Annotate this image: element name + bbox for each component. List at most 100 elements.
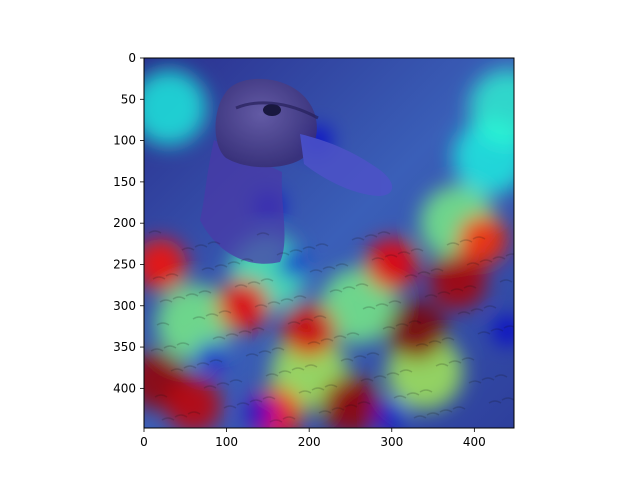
texture-stroke [457, 311, 471, 315]
texture-stroke [271, 347, 285, 351]
texture-stroke [406, 392, 420, 396]
duck-bill-shape [300, 134, 393, 196]
duck-silhouette [200, 78, 393, 264]
texture-stroke [335, 263, 349, 267]
texture-stroke [298, 390, 312, 394]
y-tick-label: 100 [113, 134, 136, 148]
texture-stroke [280, 298, 294, 302]
texture-stroke [501, 397, 514, 401]
texture-stroke [499, 279, 513, 283]
texture-stroke [459, 239, 473, 243]
texture-stroke [322, 266, 336, 270]
texture-stroke [229, 379, 243, 383]
texture-stroke [382, 326, 396, 330]
x-tick-label: 100 [215, 435, 238, 449]
texture-stroke [214, 264, 228, 268]
texture-stroke [377, 231, 391, 235]
y-axis-ticks: 0 50 100 150 200 250 300 350 400 [113, 51, 144, 395]
texture-stroke [307, 341, 321, 345]
x-tick-label: 300 [380, 435, 403, 449]
texture-stroke [156, 322, 170, 326]
y-tick-label: 300 [113, 299, 136, 313]
texture-stroke [318, 410, 332, 414]
texture-stroke [172, 296, 186, 300]
feather-texture [148, 230, 514, 423]
texture-stroke [238, 330, 252, 334]
texture-stroke [342, 286, 356, 290]
texture-stroke [293, 295, 307, 299]
texture-stroke [468, 380, 482, 384]
texture-stroke [346, 332, 360, 336]
heat-region [144, 69, 207, 146]
texture-stroke [329, 289, 343, 293]
texture-stroke [488, 400, 502, 404]
texture-stroke [448, 360, 462, 364]
texture-stroke [205, 313, 219, 317]
texture-stroke [384, 254, 398, 258]
texture-stroke [311, 387, 325, 391]
texture-stroke [404, 274, 418, 278]
texture-stroke [428, 340, 442, 344]
texture-stroke [355, 283, 369, 287]
texture-stroke [483, 305, 497, 309]
heat-region [469, 69, 514, 146]
texture-stroke [163, 345, 177, 349]
y-tick-label: 0 [128, 51, 136, 65]
x-tick-label: 400 [463, 435, 486, 449]
texture-stroke [477, 331, 491, 335]
y-tick-label: 350 [113, 340, 136, 354]
texture-stroke [258, 350, 272, 354]
texture-stroke [413, 415, 427, 419]
texture-stroke [375, 303, 389, 307]
texture-stroke [340, 358, 354, 362]
texture-stroke [304, 364, 318, 368]
texture-stroke [269, 419, 283, 423]
texture-stroke [159, 299, 173, 303]
texture-stroke [373, 375, 387, 379]
texture-stroke [148, 230, 162, 234]
texture-stroke [439, 409, 453, 413]
texture-stroke [397, 251, 411, 255]
texture-stroke [209, 359, 223, 363]
texture-stroke [212, 336, 226, 340]
x-axis-ticks: 0 100 200 300 400 [140, 428, 486, 449]
texture-stroke [344, 404, 358, 408]
texture-stroke [360, 378, 374, 382]
texture-stroke [227, 261, 241, 265]
texture-stroke [170, 368, 184, 372]
texture-stroke [410, 248, 424, 252]
texture-stroke [289, 249, 303, 253]
texture-stroke [362, 306, 376, 310]
texture-stroke [150, 348, 164, 352]
texture-stroke [490, 328, 504, 332]
heat-coldspot [245, 399, 274, 428]
texture-stroke [324, 384, 338, 388]
texture-stroke [463, 285, 477, 289]
heat-hotspot [365, 237, 419, 291]
texture-stroke [196, 362, 210, 366]
texture-stroke [320, 338, 334, 342]
texture-stroke [415, 343, 429, 347]
texture-stroke [165, 273, 179, 277]
x-tick-label: 0 [140, 435, 148, 449]
texture-stroke [331, 407, 345, 411]
duck-head-shape [215, 78, 317, 168]
texture-stroke [203, 385, 217, 389]
texture-stroke [408, 320, 422, 324]
texture-stroke [466, 262, 480, 266]
texture-stroke [388, 300, 402, 304]
texture-stroke [291, 367, 305, 371]
texture-stroke [176, 342, 190, 346]
texture-stroke [282, 416, 296, 420]
texture-stroke [278, 370, 292, 374]
texture-stroke [267, 301, 281, 305]
texture-stroke [503, 325, 514, 329]
texture-stroke [265, 373, 279, 377]
texture-stroke [364, 234, 378, 238]
x-tick-label: 200 [298, 435, 321, 449]
heat-coldspot [278, 250, 307, 279]
texture-stroke [216, 382, 230, 386]
texture-stroke [187, 411, 201, 415]
texture-stroke [256, 232, 270, 236]
